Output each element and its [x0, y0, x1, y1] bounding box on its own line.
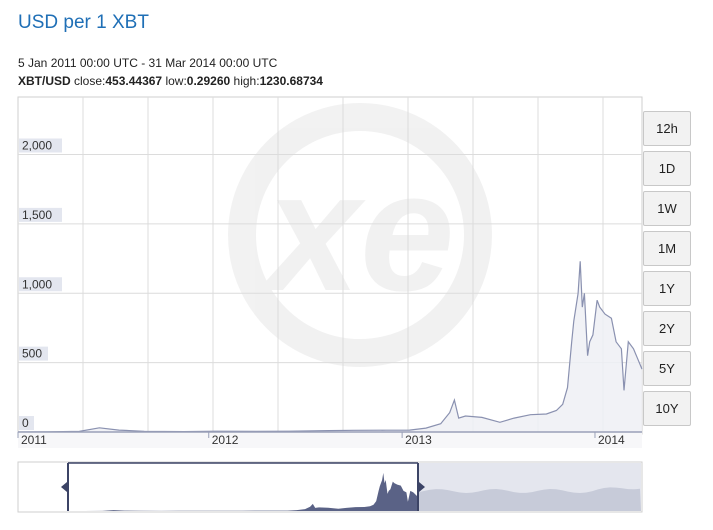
navigator-series-outside [418, 487, 641, 511]
price-stats: XBT/USD close:453.44367 low:0.29260 high… [18, 74, 323, 88]
low-label: low: [165, 74, 187, 88]
range-button-12h[interactable]: 12h [643, 111, 691, 146]
y-tick-label-bg [19, 207, 62, 222]
x-tick-label: 2011 [21, 433, 47, 447]
y-tick-label-bg [19, 138, 62, 153]
navigator-right-handle-icon[interactable] [419, 482, 425, 492]
y-tick-label: 0 [22, 416, 29, 430]
x-tick-label: 2013 [405, 433, 432, 447]
range-button-1y[interactable]: 1Y [643, 271, 691, 306]
range-button-1m[interactable]: 1M [643, 231, 691, 266]
y-tick-label-bg [19, 416, 34, 430]
x-tick-label: 2014 [598, 433, 625, 447]
high-value: 1230.68734 [259, 74, 323, 88]
range-button-1d[interactable]: 1D [643, 151, 691, 186]
close-label: close: [74, 74, 106, 88]
range-button-1w[interactable]: 1W [643, 191, 691, 226]
y-tick-label-bg [19, 346, 48, 361]
low-value: 0.29260 [186, 74, 231, 88]
xe-watermark-icon: xe [228, 103, 492, 367]
navigator-series [68, 472, 418, 511]
high-label: high: [233, 74, 260, 88]
range-button-10y[interactable]: 10Y [643, 391, 691, 426]
y-tick-label: 1,500 [22, 208, 52, 222]
y-tick-label: 2,000 [22, 139, 52, 153]
date-range: 5 Jan 2011 00:00 UTC - 31 Mar 2014 00:00… [18, 56, 278, 70]
y-tick-label: 1,000 [22, 277, 52, 291]
y-tick-label: 500 [22, 347, 42, 361]
x-axis-band [18, 432, 642, 448]
chart-title: USD per 1 XBT [18, 12, 149, 33]
y-tick-label-bg [19, 277, 62, 292]
pair-label: XBT/USD [18, 74, 71, 88]
range-button-2y[interactable]: 2Y [643, 311, 691, 346]
navigator-left-handle-icon[interactable] [61, 482, 67, 492]
x-tick-label: 2012 [212, 433, 239, 447]
close-value: 453.44367 [105, 74, 163, 88]
range-button-5y[interactable]: 5Y [643, 351, 691, 386]
svg-text:xe: xe [257, 137, 454, 327]
